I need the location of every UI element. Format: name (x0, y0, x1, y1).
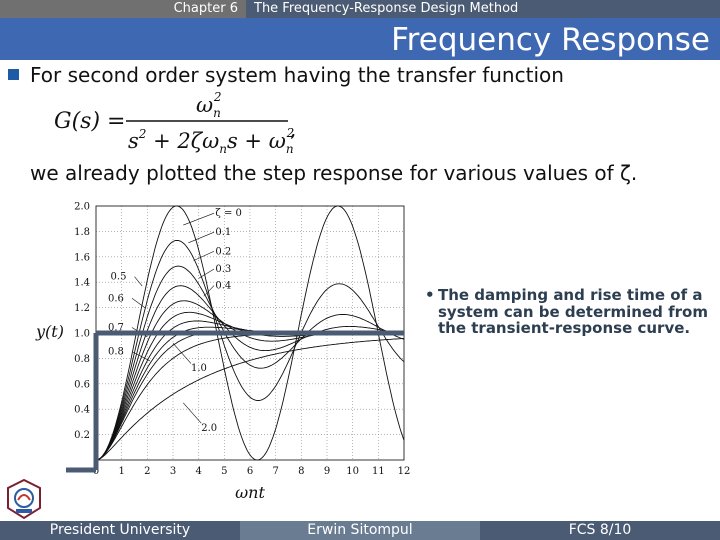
x-tick-label: 5 (221, 466, 227, 477)
curve-label: 0.4 (215, 281, 231, 292)
formula-numerator: ωn2 (196, 90, 222, 120)
formula-comma: , (290, 117, 296, 141)
response-curve-zeta-0 (95, 205, 405, 461)
x-tick-label: 6 (247, 466, 253, 477)
chapter-label: Chapter 6 (0, 0, 246, 18)
y-tick-label: 1.2 (74, 303, 90, 314)
bullet-dot-icon: • (425, 286, 435, 304)
chapter-title: The Frequency-Response Design Method (254, 1, 519, 16)
curve-leader-line (131, 298, 145, 308)
x-tick-label: 9 (324, 466, 330, 477)
curve-leader-line (183, 402, 202, 424)
curve-label: 0.3 (215, 264, 231, 275)
x-tick-label: 10 (346, 466, 359, 477)
y-tick-label: 0.2 (74, 430, 90, 441)
y-tick-label: 1.4 (74, 278, 90, 289)
x-tick-label: 11 (372, 466, 385, 477)
x-tick-label: 3 (170, 466, 176, 477)
transfer-function-formula: G(s) = ωn2 s2 + 2ζωns + ωn2 , (54, 90, 296, 156)
university-logo-icon (7, 478, 41, 520)
formula-lhs: G(s) = (54, 109, 125, 134)
footer: President University Erwin Sitompul FCS … (0, 521, 720, 540)
curve-label: ζ = 0 (215, 208, 242, 219)
curve-label: 0.7 (108, 322, 124, 333)
response-curve-zeta-0-1 (95, 239, 405, 461)
y-tick-label: 0.4 (74, 405, 90, 416)
curve-label: 0.5 (111, 272, 127, 283)
curve-label: 0.2 (215, 246, 231, 257)
curve-label: 1.0 (191, 363, 207, 374)
after-formula-text: we already plotted the step response for… (30, 161, 638, 185)
y-tick-label: 2.0 (74, 202, 90, 213)
x-tick-label: 12 (398, 466, 411, 477)
x-tick-label: 1 (118, 466, 124, 477)
curve-leader-line (172, 342, 192, 364)
bullet-square-icon (8, 69, 19, 80)
curve-label: 0.6 (108, 293, 124, 304)
footer-author: Erwin Sitompul (240, 521, 480, 540)
bullet-text: For second order system having the trans… (30, 63, 564, 87)
x-tick-label: 4 (195, 466, 201, 477)
y-axis-label: y(t) (35, 322, 64, 341)
x-tick-label: 2 (144, 466, 150, 477)
y-tick-label: 1.0 (74, 329, 90, 340)
y-tick-label: 0.6 (74, 379, 90, 390)
step-response-chart: 01234567891011120.20.40.60.81.01.21.41.6… (35, 202, 411, 503)
note-text: The damping and rise time of a system ca… (438, 286, 708, 337)
curve-label: 0.1 (215, 227, 231, 238)
curve-label: 2.0 (201, 423, 217, 434)
curve-leader-line (188, 231, 215, 244)
footer-page: FCS 8/10 (480, 521, 720, 540)
y-tick-label: 0.8 (74, 354, 90, 365)
y-tick-label: 1.8 (74, 227, 90, 238)
curve-leader-line (198, 268, 215, 279)
slide-title: Frequency Response (391, 22, 710, 58)
title-bar (0, 18, 720, 60)
x-tick-label: 7 (272, 466, 278, 477)
curve-leader-line (134, 276, 143, 287)
curve-leader-line (131, 351, 151, 362)
x-tick-label: 8 (298, 466, 304, 477)
curve-leader-line (203, 285, 215, 297)
y-tick-label: 1.6 (74, 252, 90, 263)
curve-label: 0.8 (108, 347, 124, 358)
response-curve-zeta-2 (95, 338, 405, 461)
formula-denominator: s2 + 2ζωns + ωn2 (128, 126, 294, 156)
footer-university: President University (0, 521, 240, 540)
response-curve-zeta-0-2 (95, 265, 405, 461)
x-axis-label: ωnt (235, 483, 265, 502)
callout-note: • The damping and rise time of a system … (425, 287, 715, 337)
curve-leader-line (183, 212, 215, 226)
top-header-bar: Chapter 6 The Frequency-Response Design … (0, 0, 720, 18)
curve-leader-line (193, 250, 215, 261)
